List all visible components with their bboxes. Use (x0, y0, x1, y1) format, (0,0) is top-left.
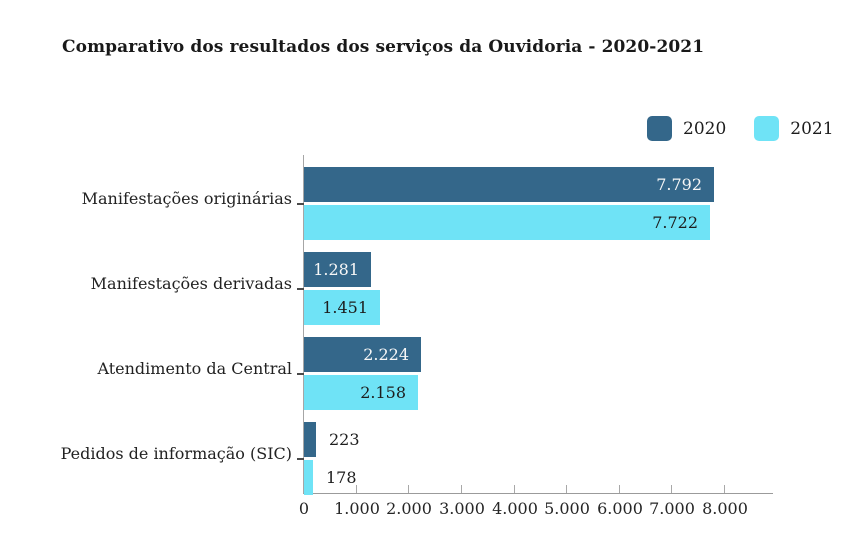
x-axis-tick-label: 8.000 (702, 499, 748, 518)
bar-value-label: 1.281 (313, 260, 359, 279)
bar-value-label: 7.792 (656, 175, 702, 194)
x-axis-tick-label: 1.000 (334, 499, 380, 518)
x-axis-tick (566, 485, 567, 493)
bar-2020-3: 2.224 (304, 337, 421, 372)
bar-2021-3: 2.158 (304, 375, 418, 410)
x-axis-tick-label: 5.000 (544, 499, 590, 518)
x-axis-tick-label: 4.000 (492, 499, 538, 518)
legend-item-2020: 2020 (647, 116, 726, 141)
legend: 2020 2021 (647, 116, 834, 141)
bar-2021-2: 1.451 (304, 290, 380, 325)
y-axis-tick (297, 202, 304, 205)
category-label: Manifestações originárias (81, 188, 292, 208)
x-axis-tick (671, 485, 672, 493)
legend-swatch-2020 (647, 116, 672, 141)
x-axis-tick-label: 7.000 (649, 499, 695, 518)
legend-label-2020: 2020 (683, 118, 727, 139)
x-axis-tick (514, 485, 515, 493)
x-axis-tick (356, 485, 357, 493)
bar-2020-1: 7.792 (304, 167, 714, 202)
y-axis-tick (297, 287, 304, 290)
legend-label-2021: 2021 (790, 118, 834, 139)
category-label: Atendimento da Central (97, 358, 292, 378)
bar-2020-4: 223 (304, 422, 360, 457)
legend-swatch-2021 (754, 116, 780, 141)
x-axis-tick-label: 6.000 (597, 499, 643, 518)
x-axis-tick (461, 485, 462, 493)
bar-2021-4: 178 (304, 460, 357, 495)
legend-item-2021: 2021 (754, 116, 834, 141)
x-axis-tick (724, 485, 725, 493)
x-axis-tick-label: 0 (298, 499, 310, 518)
plot-area: 7.792 7.722 1.281 1.451 2.224 2.158 223 178 0 1.0… (297, 155, 773, 518)
bar-value-label: 7.722 (652, 213, 698, 232)
x-axis-tick (408, 485, 409, 493)
y-axis-tick (297, 372, 304, 375)
x-axis-tick-label: 3.000 (439, 499, 485, 518)
category-axis: Manifestações originárias Manifestações d… (0, 155, 292, 495)
bar-value-label: 223 (329, 430, 360, 449)
bar-value-label: 178 (326, 468, 357, 487)
chart-title: Comparativo dos resultados dos serviços … (62, 37, 705, 57)
bar-2020-2: 1.281 (304, 252, 371, 287)
bar-value-label: 2.224 (363, 345, 409, 364)
x-axis-tick-label: 2.000 (386, 499, 432, 518)
y-axis-tick (297, 457, 304, 460)
bar-2021-1: 7.722 (304, 205, 710, 240)
x-axis-tick (619, 485, 620, 493)
bar-value-label: 2.158 (360, 383, 406, 402)
bar-value-label: 1.451 (322, 298, 368, 317)
category-label: Manifestações derivadas (90, 273, 292, 293)
category-label: Pedidos de informação (SIC) (60, 443, 292, 463)
